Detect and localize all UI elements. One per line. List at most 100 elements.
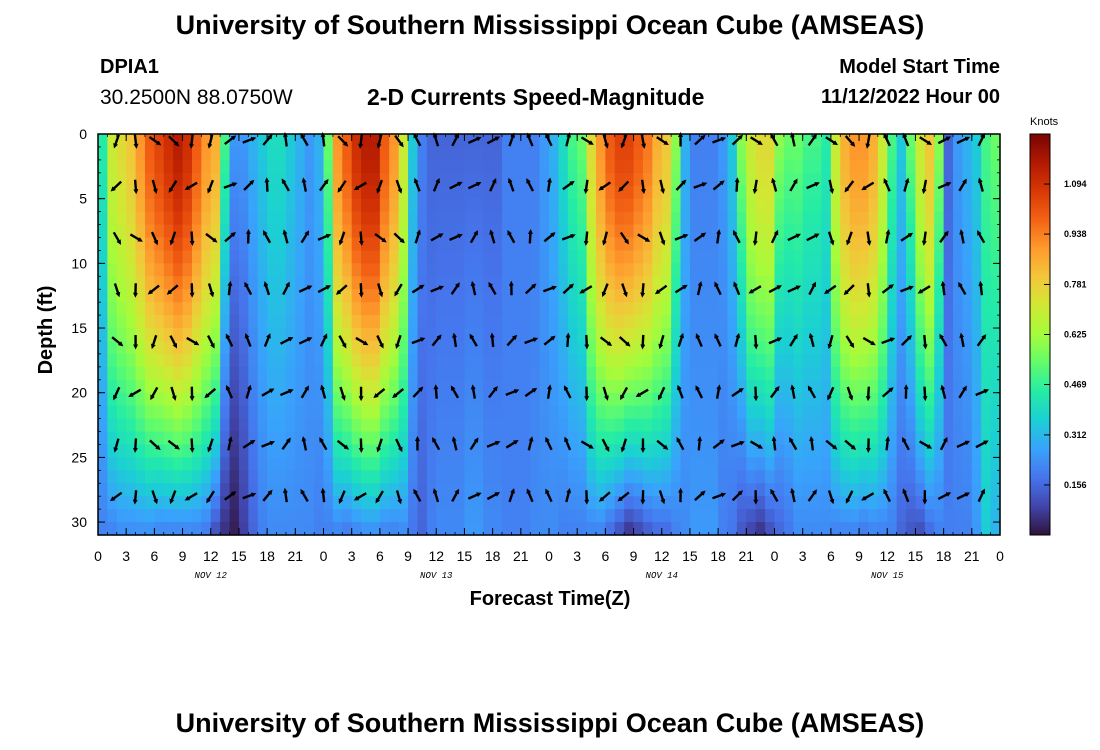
heatmap-cell <box>295 328 306 342</box>
heatmap-cell <box>774 237 785 252</box>
heatmap-cell <box>107 159 118 174</box>
heatmap-cell <box>201 328 212 342</box>
heatmap-cell <box>323 134 334 148</box>
heatmap-cell <box>671 366 682 381</box>
heatmap-cell <box>483 237 494 252</box>
current-arrow <box>846 386 854 401</box>
heatmap-cell <box>558 134 569 148</box>
heatmap-cell <box>323 496 334 510</box>
heatmap-cell <box>642 483 653 497</box>
heatmap-cell <box>238 224 249 239</box>
heatmap-cell <box>990 470 1001 484</box>
heatmap-cell <box>483 198 494 213</box>
heatmap-cell <box>191 353 202 368</box>
heatmap-cell <box>924 379 935 394</box>
heatmap-cell <box>642 211 653 226</box>
current-arrow <box>902 132 910 147</box>
heatmap-cell <box>107 444 118 458</box>
heatmap-cell <box>210 224 221 239</box>
current-arrow <box>861 492 875 501</box>
heatmap-cell <box>859 379 870 394</box>
heatmap-cell <box>436 146 447 161</box>
heatmap-cell <box>990 211 1001 226</box>
current-arrow <box>695 333 703 347</box>
heatmap-cell <box>257 211 268 226</box>
heatmap-cell <box>191 522 202 536</box>
current-arrow <box>749 440 764 449</box>
heatmap-cell <box>915 444 926 458</box>
current-arrow <box>601 438 610 453</box>
heatmap-cell <box>736 276 747 290</box>
heatmap-cell <box>586 263 597 277</box>
heatmap-cell <box>229 483 240 497</box>
current-arrow <box>734 332 741 348</box>
heatmap-cell <box>210 276 221 290</box>
heatmap-cell <box>464 340 475 355</box>
heatmap-cell <box>483 159 494 174</box>
heatmap-cell <box>314 379 325 394</box>
heatmap-cell <box>830 522 841 536</box>
heatmap-cell <box>445 496 456 510</box>
heatmap-cell <box>586 379 597 394</box>
heatmap-cell <box>220 302 231 316</box>
heatmap-cell <box>755 263 766 277</box>
heatmap-cell <box>633 522 644 536</box>
heatmap-cell <box>802 198 813 213</box>
current-arrow <box>279 389 294 397</box>
heatmap-cell <box>943 431 954 446</box>
heatmap-cell <box>577 159 588 174</box>
heatmap-cell <box>887 405 898 420</box>
heatmap-cell <box>605 457 616 471</box>
axes: 0 3 6 9 12 15 18 21 0 3 6 9 12 15 18 21 0 3 6 9 12 15 18 21 0 3 6 9… <box>71 126 1004 581</box>
heatmap-cell <box>426 470 437 484</box>
heatmap-cell <box>295 470 306 484</box>
heatmap-cell <box>953 134 964 148</box>
heatmap-cell <box>257 353 268 368</box>
heatmap-cell <box>492 250 503 264</box>
heatmap-cell <box>361 379 372 394</box>
heatmap-cell <box>906 237 917 252</box>
heatmap-cell <box>699 172 710 187</box>
heatmap-cell <box>98 185 108 200</box>
heatmap-cell <box>389 418 400 433</box>
heatmap-cell <box>981 392 992 407</box>
heatmap-cell <box>314 392 325 407</box>
heatmap-cell <box>464 134 475 148</box>
heatmap-cell <box>652 250 663 264</box>
heatmap-cell <box>830 483 841 497</box>
heatmap-cell <box>511 353 522 368</box>
heatmap-cell <box>558 276 569 290</box>
heatmap-cell <box>934 431 945 446</box>
heatmap-cell <box>323 276 334 290</box>
heatmap-cell <box>915 134 926 148</box>
heatmap-cell <box>295 302 306 316</box>
heatmap-cell <box>755 289 766 303</box>
heatmap-cell <box>116 340 127 355</box>
heatmap-cell <box>877 470 888 484</box>
heatmap-cell <box>962 250 973 264</box>
heatmap-cell <box>173 315 184 329</box>
heatmap-cell <box>971 185 982 200</box>
heatmap-cell <box>840 237 851 252</box>
heatmap-cell <box>257 392 268 407</box>
heatmap-cell <box>342 172 353 187</box>
current-arrow <box>977 177 984 192</box>
heatmap-cell <box>962 353 973 368</box>
heatmap-cell <box>154 315 165 329</box>
heatmap-cell <box>492 444 503 458</box>
heatmap-cell <box>859 159 870 174</box>
heatmap-cell <box>962 198 973 213</box>
heatmap-cell <box>98 379 108 394</box>
heatmap-cell <box>436 289 447 303</box>
current-arrow <box>620 386 629 401</box>
heatmap-cell <box>408 146 419 161</box>
heatmap-cell <box>896 250 907 264</box>
heatmap-cell <box>98 340 108 355</box>
heatmap-cell <box>859 444 870 458</box>
heatmap-cell <box>859 392 870 407</box>
heatmap-cell <box>953 340 964 355</box>
heatmap-cell <box>276 405 287 420</box>
heatmap-cell <box>906 211 917 226</box>
heatmap-cell <box>304 134 315 148</box>
heatmap-cell <box>511 302 522 316</box>
